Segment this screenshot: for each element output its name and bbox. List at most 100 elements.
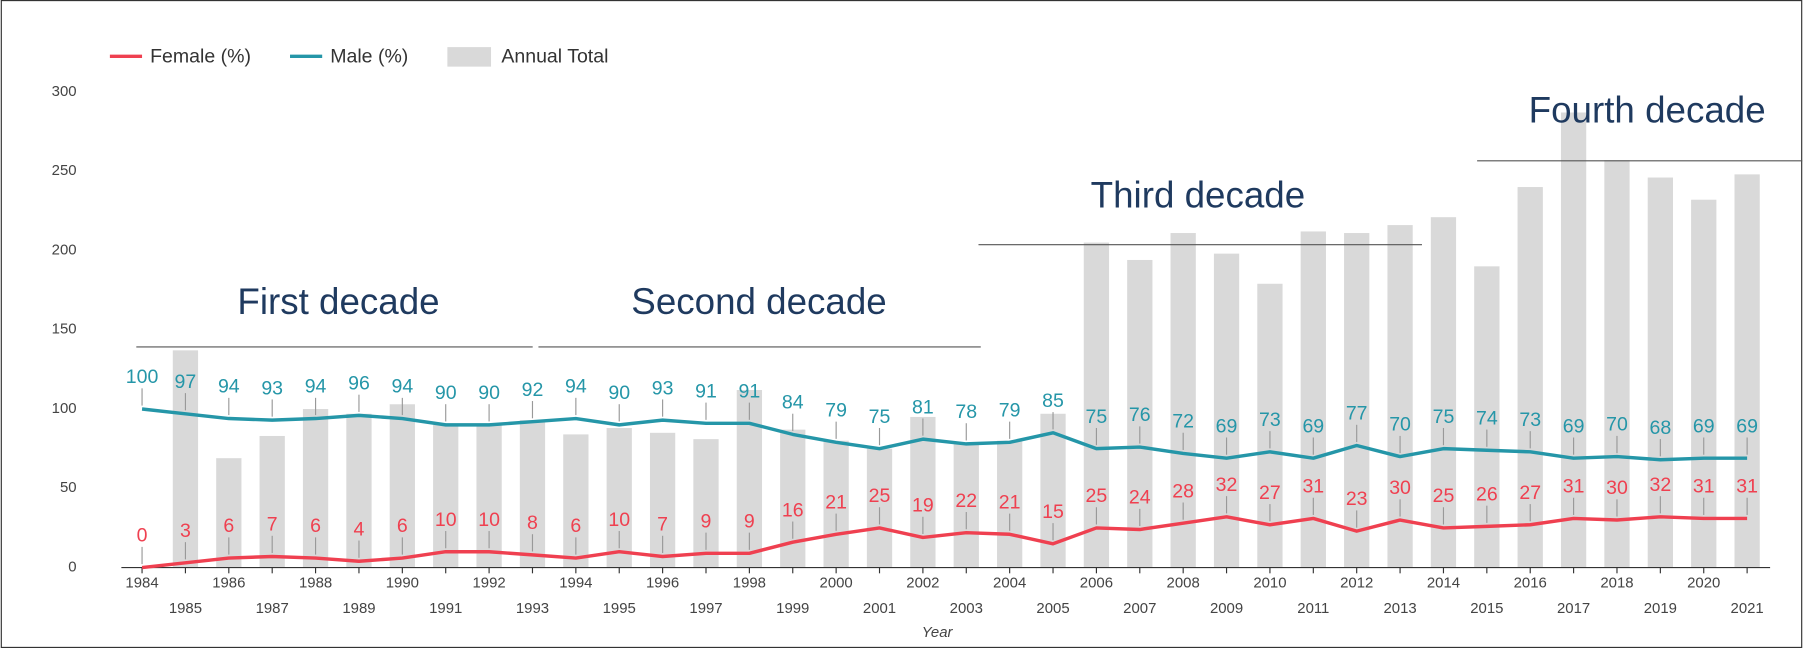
data-label: 9 [744,510,755,532]
bar [1213,253,1240,568]
x-tick-label: 2018 [1600,575,1633,592]
data-label: 7 [657,514,668,536]
data-label: 25 [1086,485,1108,507]
x-tick-label: 2006 [1080,575,1113,592]
decade-label: Third decade [1091,174,1306,215]
data-label: 69 [1302,415,1324,437]
data-label: 68 [1649,417,1671,439]
x-tick-label: 1995 [603,600,636,617]
data-label: 73 [1259,409,1281,431]
data-label: 93 [261,377,283,399]
data-label: 24 [1129,487,1151,509]
data-label: 69 [1216,415,1238,437]
decade-label: First decade [237,281,439,322]
y-tick-label: 200 [52,241,77,258]
data-label: 76 [1129,404,1151,426]
data-label: 84 [782,392,804,414]
x-tick-label: 1997 [689,600,722,617]
data-label: 8 [527,512,538,534]
data-label: 19 [912,495,934,517]
x-tick-label: 1999 [776,600,809,617]
data-label: 22 [955,490,977,512]
y-tick-label: 150 [52,321,77,338]
data-label: 26 [1476,483,1498,505]
x-tick-label: 2020 [1687,575,1720,592]
data-label: 72 [1172,411,1194,433]
bar [1560,112,1587,568]
data-label: 28 [1172,480,1194,502]
data-label: 75 [869,406,891,428]
y-tick-label: 250 [52,162,77,179]
data-label: 90 [478,382,500,404]
x-axis-label: Year [922,624,954,641]
x-tick-label: 2003 [950,600,983,617]
x-tick-label: 2001 [863,600,896,617]
data-label: 6 [310,515,321,537]
legend-label: Male (%) [330,46,408,68]
data-label: 97 [175,371,197,393]
data-label: 78 [955,401,977,423]
data-label: 32 [1649,474,1671,496]
data-label: 69 [1693,415,1715,437]
x-tick-label: 2019 [1644,600,1677,617]
data-label: 15 [1042,501,1064,523]
x-tick-label: 2016 [1514,575,1547,592]
legend-label: Annual Total [501,46,608,68]
data-label: 30 [1389,477,1411,499]
data-label: 75 [1086,406,1108,428]
x-tick-label: 2010 [1253,575,1286,592]
x-tick-label: 1992 [472,575,505,592]
data-label: 91 [695,380,717,402]
x-tick-label: 2012 [1340,575,1373,592]
data-label: 3 [180,520,191,542]
x-tick-label: 2011 [1297,600,1329,617]
data-label: 7 [267,514,278,536]
y-tick-label: 100 [52,400,77,417]
data-label: 4 [354,518,365,540]
x-tick-label: 1985 [169,600,202,617]
decade-label: Fourth decade [1529,89,1766,130]
data-label: 30 [1606,477,1628,499]
data-label: 25 [869,485,891,507]
data-label: 25 [1433,485,1455,507]
x-tick-label: 2004 [993,575,1026,592]
line-series [141,515,1748,570]
data-label: 75 [1433,406,1455,428]
data-label: 31 [1302,476,1324,498]
x-tick-label: 2002 [906,575,939,592]
x-tick-label: 2015 [1470,600,1503,617]
data-label: 6 [223,515,234,537]
data-label: 93 [652,377,674,399]
x-tick-label: 2008 [1167,575,1200,592]
data-label: 10 [435,509,457,531]
x-tick-label: 1990 [386,575,419,592]
y-tick-label: 300 [52,83,77,100]
x-tick-label: 1989 [342,600,375,617]
data-label: 23 [1346,488,1368,510]
data-label: 94 [565,376,587,398]
data-label: 92 [522,379,544,401]
bar [997,440,1023,568]
data-label: 69 [1736,415,1758,437]
data-label: 16 [782,499,804,521]
x-tick-label: 2014 [1427,575,1460,592]
x-tick-label: 2005 [1036,600,1069,617]
x-tick-label: 1993 [516,600,549,617]
bar [823,440,849,568]
line-series [141,407,1748,462]
data-label: 100 [126,366,159,388]
data-label: 6 [397,515,408,537]
x-tick-label: 2017 [1557,600,1590,617]
data-label: 73 [1519,409,1541,431]
x-tick-label: 1986 [212,575,245,592]
data-label: 94 [391,376,413,398]
data-label: 79 [999,399,1021,421]
data-label: 27 [1519,482,1541,504]
data-label: 94 [305,376,327,398]
data-label: 70 [1389,414,1411,436]
x-tick-label: 1991 [429,600,462,617]
x-tick-label: 1998 [733,575,766,592]
data-label: 32 [1216,474,1238,496]
